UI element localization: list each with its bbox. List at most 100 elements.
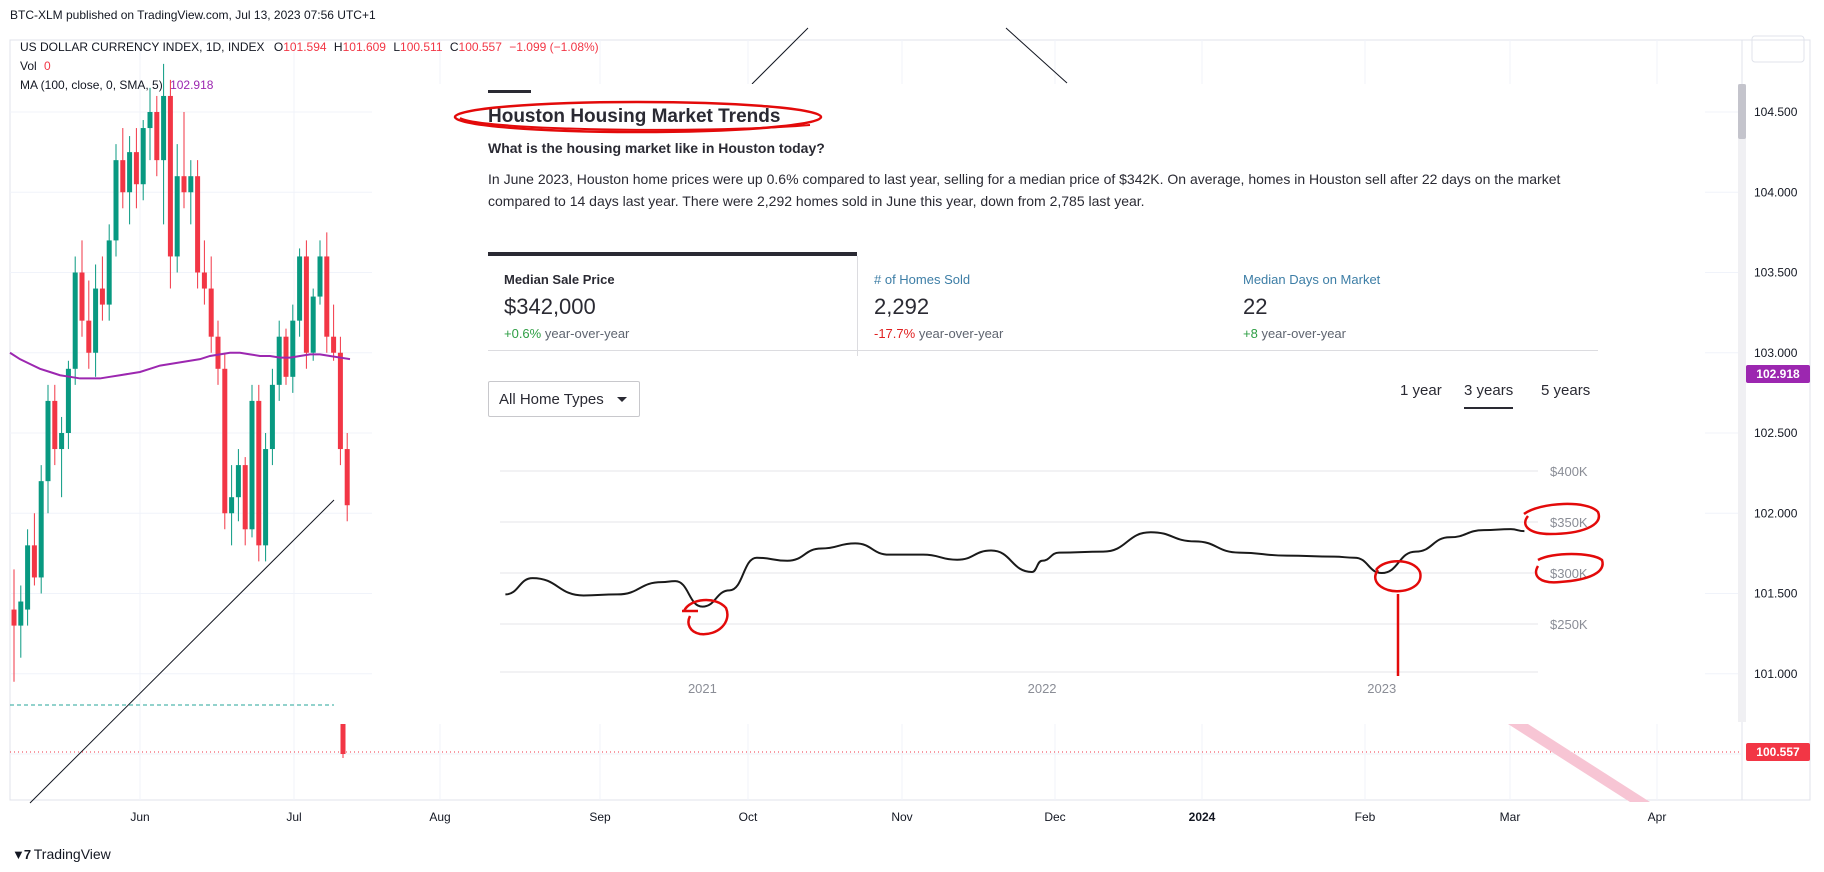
- candle-body: [201, 272, 207, 289]
- volume-value: 0: [44, 59, 51, 73]
- candle-body: [99, 288, 105, 305]
- candle-body: [127, 152, 133, 193]
- candle-body: [249, 400, 255, 530]
- y-tick-label: 102.500: [1754, 426, 1798, 440]
- x-tick-label: 2024: [1189, 810, 1216, 824]
- x-tick-label: Sep: [589, 810, 611, 824]
- scrollbar-thumb: [1738, 84, 1746, 139]
- candle-body: [38, 481, 44, 578]
- candle-body: [276, 336, 282, 385]
- tradingview-logo[interactable]: ▼7 TradingView: [12, 846, 111, 862]
- x-tick-label: Jul: [286, 810, 301, 824]
- ma-price-label: 102.918: [1756, 367, 1800, 381]
- x-tick-label: Feb: [1355, 810, 1376, 824]
- price-y-tick: $350K: [1550, 515, 1588, 530]
- tab-change: -17.7% year-over-year: [874, 326, 1003, 341]
- scrollbar-track: [1738, 84, 1746, 722]
- candle-body: [45, 400, 51, 482]
- change-suffix: year-over-year: [544, 326, 630, 341]
- tab-label: Median Sale Price: [504, 272, 615, 287]
- candle-body: [235, 465, 241, 498]
- tab-homes-sold[interactable]: # of Homes Sold 2,292 -17.7% year-over-y…: [857, 256, 1227, 356]
- y-tick-label: 102.000: [1754, 506, 1798, 520]
- candle-body: [317, 256, 323, 297]
- price-350k-annotation: [1523, 502, 1601, 536]
- candle-body: [133, 152, 139, 185]
- candle-body: [147, 112, 153, 129]
- candle-body: [79, 272, 85, 321]
- candle-body: [297, 256, 303, 321]
- range-5-years[interactable]: 5 years: [1541, 382, 1591, 399]
- price-series-line: [505, 528, 1525, 608]
- candle-body: [120, 160, 126, 193]
- ma-line: [9, 351, 351, 380]
- symbol-name[interactable]: US DOLLAR CURRENCY INDEX, 1D, INDEX: [20, 40, 265, 54]
- ohlc-o-label: O: [273, 40, 284, 54]
- x-tick-label: Aug: [429, 810, 450, 824]
- candle-body: [174, 176, 180, 257]
- candle-body: [59, 433, 65, 450]
- candle-body: [65, 368, 71, 433]
- ma-value: 102.918: [170, 78, 214, 92]
- change-value: +0.6%: [504, 326, 542, 341]
- ma-price-label-bg: [1746, 365, 1810, 383]
- ohlc-h-label: H: [333, 40, 343, 54]
- candle-body: [256, 400, 262, 546]
- home-type-value: All Home Types: [499, 391, 604, 408]
- chart-legend: US DOLLAR CURRENCY INDEX, 1D, INDEX O101…: [20, 38, 599, 95]
- projection-band: [1508, 724, 1650, 802]
- x-tick-label: Mar: [1500, 810, 1521, 824]
- ma-label[interactable]: MA (100, close, 0, SMA, 5): [20, 78, 163, 92]
- dip-2021-annotation: [682, 598, 729, 636]
- candle-body: [188, 176, 194, 193]
- last-candle-body: [340, 724, 346, 754]
- title-underline-annotation: [459, 117, 811, 131]
- chevron-down-icon: [617, 397, 627, 402]
- candle-body: [269, 384, 275, 450]
- candle-body: [195, 176, 201, 273]
- price-y-tick: $300K: [1550, 566, 1588, 581]
- tab-value: $342,000: [504, 294, 596, 319]
- candle-body: [344, 449, 350, 506]
- candle-body: [215, 336, 221, 369]
- trend-line: [751, 27, 809, 85]
- price-x-tick: 2022: [1028, 681, 1057, 696]
- panel-title: Houston Housing Market Trends: [488, 106, 781, 127]
- range-3-years[interactable]: 3 years: [1464, 382, 1514, 409]
- ohlc-change: −1.099 (−1.08%): [509, 40, 599, 54]
- candle-body: [113, 160, 119, 241]
- ohlc-low: 100.511: [400, 40, 443, 54]
- ohlc-l-label: L: [393, 40, 401, 54]
- candle-body: [222, 368, 228, 514]
- candle-body: [229, 497, 235, 514]
- candle-body: [86, 320, 92, 353]
- x-tick-label: Dec: [1044, 810, 1065, 824]
- tab-value: 22: [1243, 294, 1268, 319]
- title-circle-annotation: [453, 100, 823, 134]
- ohlc-close: 100.557: [458, 40, 502, 54]
- candle-body: [93, 288, 99, 353]
- tradingview-logo-text: TradingView: [33, 846, 111, 862]
- tab-label: # of Homes Sold: [874, 272, 971, 287]
- x-tick-label: Apr: [1648, 810, 1667, 824]
- candle-body: [324, 256, 330, 337]
- tab-change: +0.6% year-over-year: [504, 326, 629, 341]
- y-tick-label: 104.500: [1754, 105, 1798, 119]
- settings-box: [1751, 35, 1805, 63]
- trend-line: [1005, 27, 1068, 84]
- tab-days-on-market[interactable]: Median Days on Market 22 +8 year-over-ye…: [1227, 256, 1596, 356]
- price-y-tick: $400K: [1550, 464, 1588, 479]
- panel-subtitle: What is the housing market like in Houst…: [488, 140, 825, 156]
- tab-median-sale-price[interactable]: Median Sale Price $342,000 +0.6% year-ov…: [488, 252, 857, 356]
- candle-body: [52, 400, 58, 450]
- tab-label: Median Days on Market: [1243, 272, 1381, 287]
- price-x-tick: 2021: [688, 681, 717, 696]
- price-300k-annotation: [1534, 552, 1604, 584]
- home-type-select[interactable]: All Home Types: [488, 381, 640, 417]
- candle-body: [106, 240, 112, 305]
- last-price-label-bg: [1746, 743, 1810, 761]
- candle-body: [31, 545, 37, 578]
- range-1-year[interactable]: 1 year: [1400, 382, 1442, 399]
- x-tick-label: Nov: [891, 810, 912, 824]
- volume-label[interactable]: Vol: [20, 59, 37, 73]
